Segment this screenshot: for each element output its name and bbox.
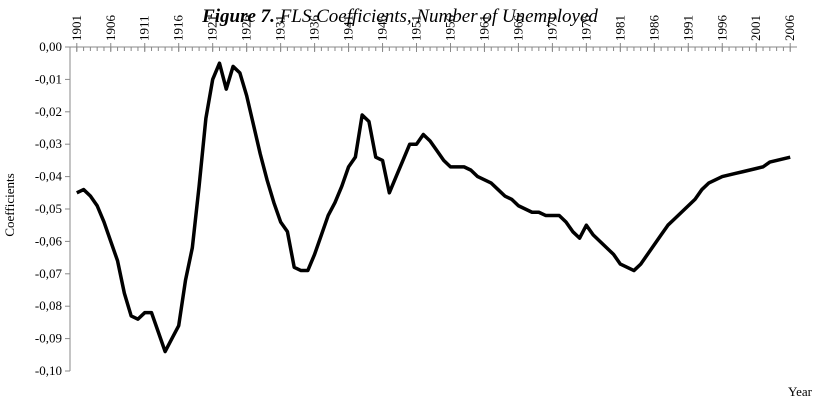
y-tick-label: -0,07 bbox=[35, 266, 63, 281]
x-tick-label: 1981 bbox=[612, 15, 627, 41]
x-tick-label: 1916 bbox=[171, 15, 186, 42]
y-axis-label: Coefficients bbox=[2, 173, 17, 236]
x-tick-label: 1901 bbox=[69, 15, 84, 41]
x-tick-label: 1911 bbox=[137, 15, 152, 41]
x-tick-label: 2001 bbox=[748, 15, 763, 41]
y-tick-label: -0,09 bbox=[35, 331, 62, 346]
x-tick-label: 1931 bbox=[273, 15, 288, 41]
x-tick-label: 1966 bbox=[510, 15, 525, 42]
x-tick-label: 2006 bbox=[782, 15, 797, 42]
data-line bbox=[76, 61, 791, 354]
x-tick-label: 1941 bbox=[341, 15, 356, 41]
y-tick-label: -0,01 bbox=[35, 71, 62, 86]
y-tick-label: -0,04 bbox=[35, 169, 63, 184]
title-text: FLS Coefficients, Number of Unemployed bbox=[279, 6, 599, 27]
y-tick-label: -0,05 bbox=[35, 201, 62, 216]
x-tick-label: 1961 bbox=[476, 15, 491, 41]
x-tick-label: 1926 bbox=[239, 15, 254, 42]
x-tick-label: 1986 bbox=[646, 15, 661, 42]
x-tick-label: 1971 bbox=[544, 15, 559, 41]
chart-title: Figure 7. FLS Coefficients, Number of Un… bbox=[201, 6, 598, 27]
y-tick-label: -0,03 bbox=[35, 136, 62, 151]
x-axis-label: Year bbox=[788, 384, 813, 399]
x-tick-label: 1976 bbox=[578, 15, 593, 42]
x-tick-label: 1921 bbox=[205, 15, 220, 41]
x-tick-label: 1906 bbox=[103, 15, 118, 42]
y-tick-label: -0,02 bbox=[35, 104, 62, 119]
y-tick-label: -0,06 bbox=[35, 233, 63, 248]
x-tick-label: 1936 bbox=[307, 15, 322, 42]
x-tick-label: 1951 bbox=[409, 15, 424, 41]
x-tick-label: 1996 bbox=[714, 15, 729, 42]
x-tick-label: 1956 bbox=[442, 15, 457, 42]
x-tick-label: 1991 bbox=[680, 15, 695, 41]
figure-label: Figure 7. bbox=[201, 6, 275, 27]
x-tick-label: 1946 bbox=[375, 15, 390, 42]
y-tick-label: -0,10 bbox=[35, 363, 62, 378]
y-tick-label: 0,00 bbox=[39, 39, 62, 54]
y-tick-label: -0,08 bbox=[35, 298, 62, 313]
